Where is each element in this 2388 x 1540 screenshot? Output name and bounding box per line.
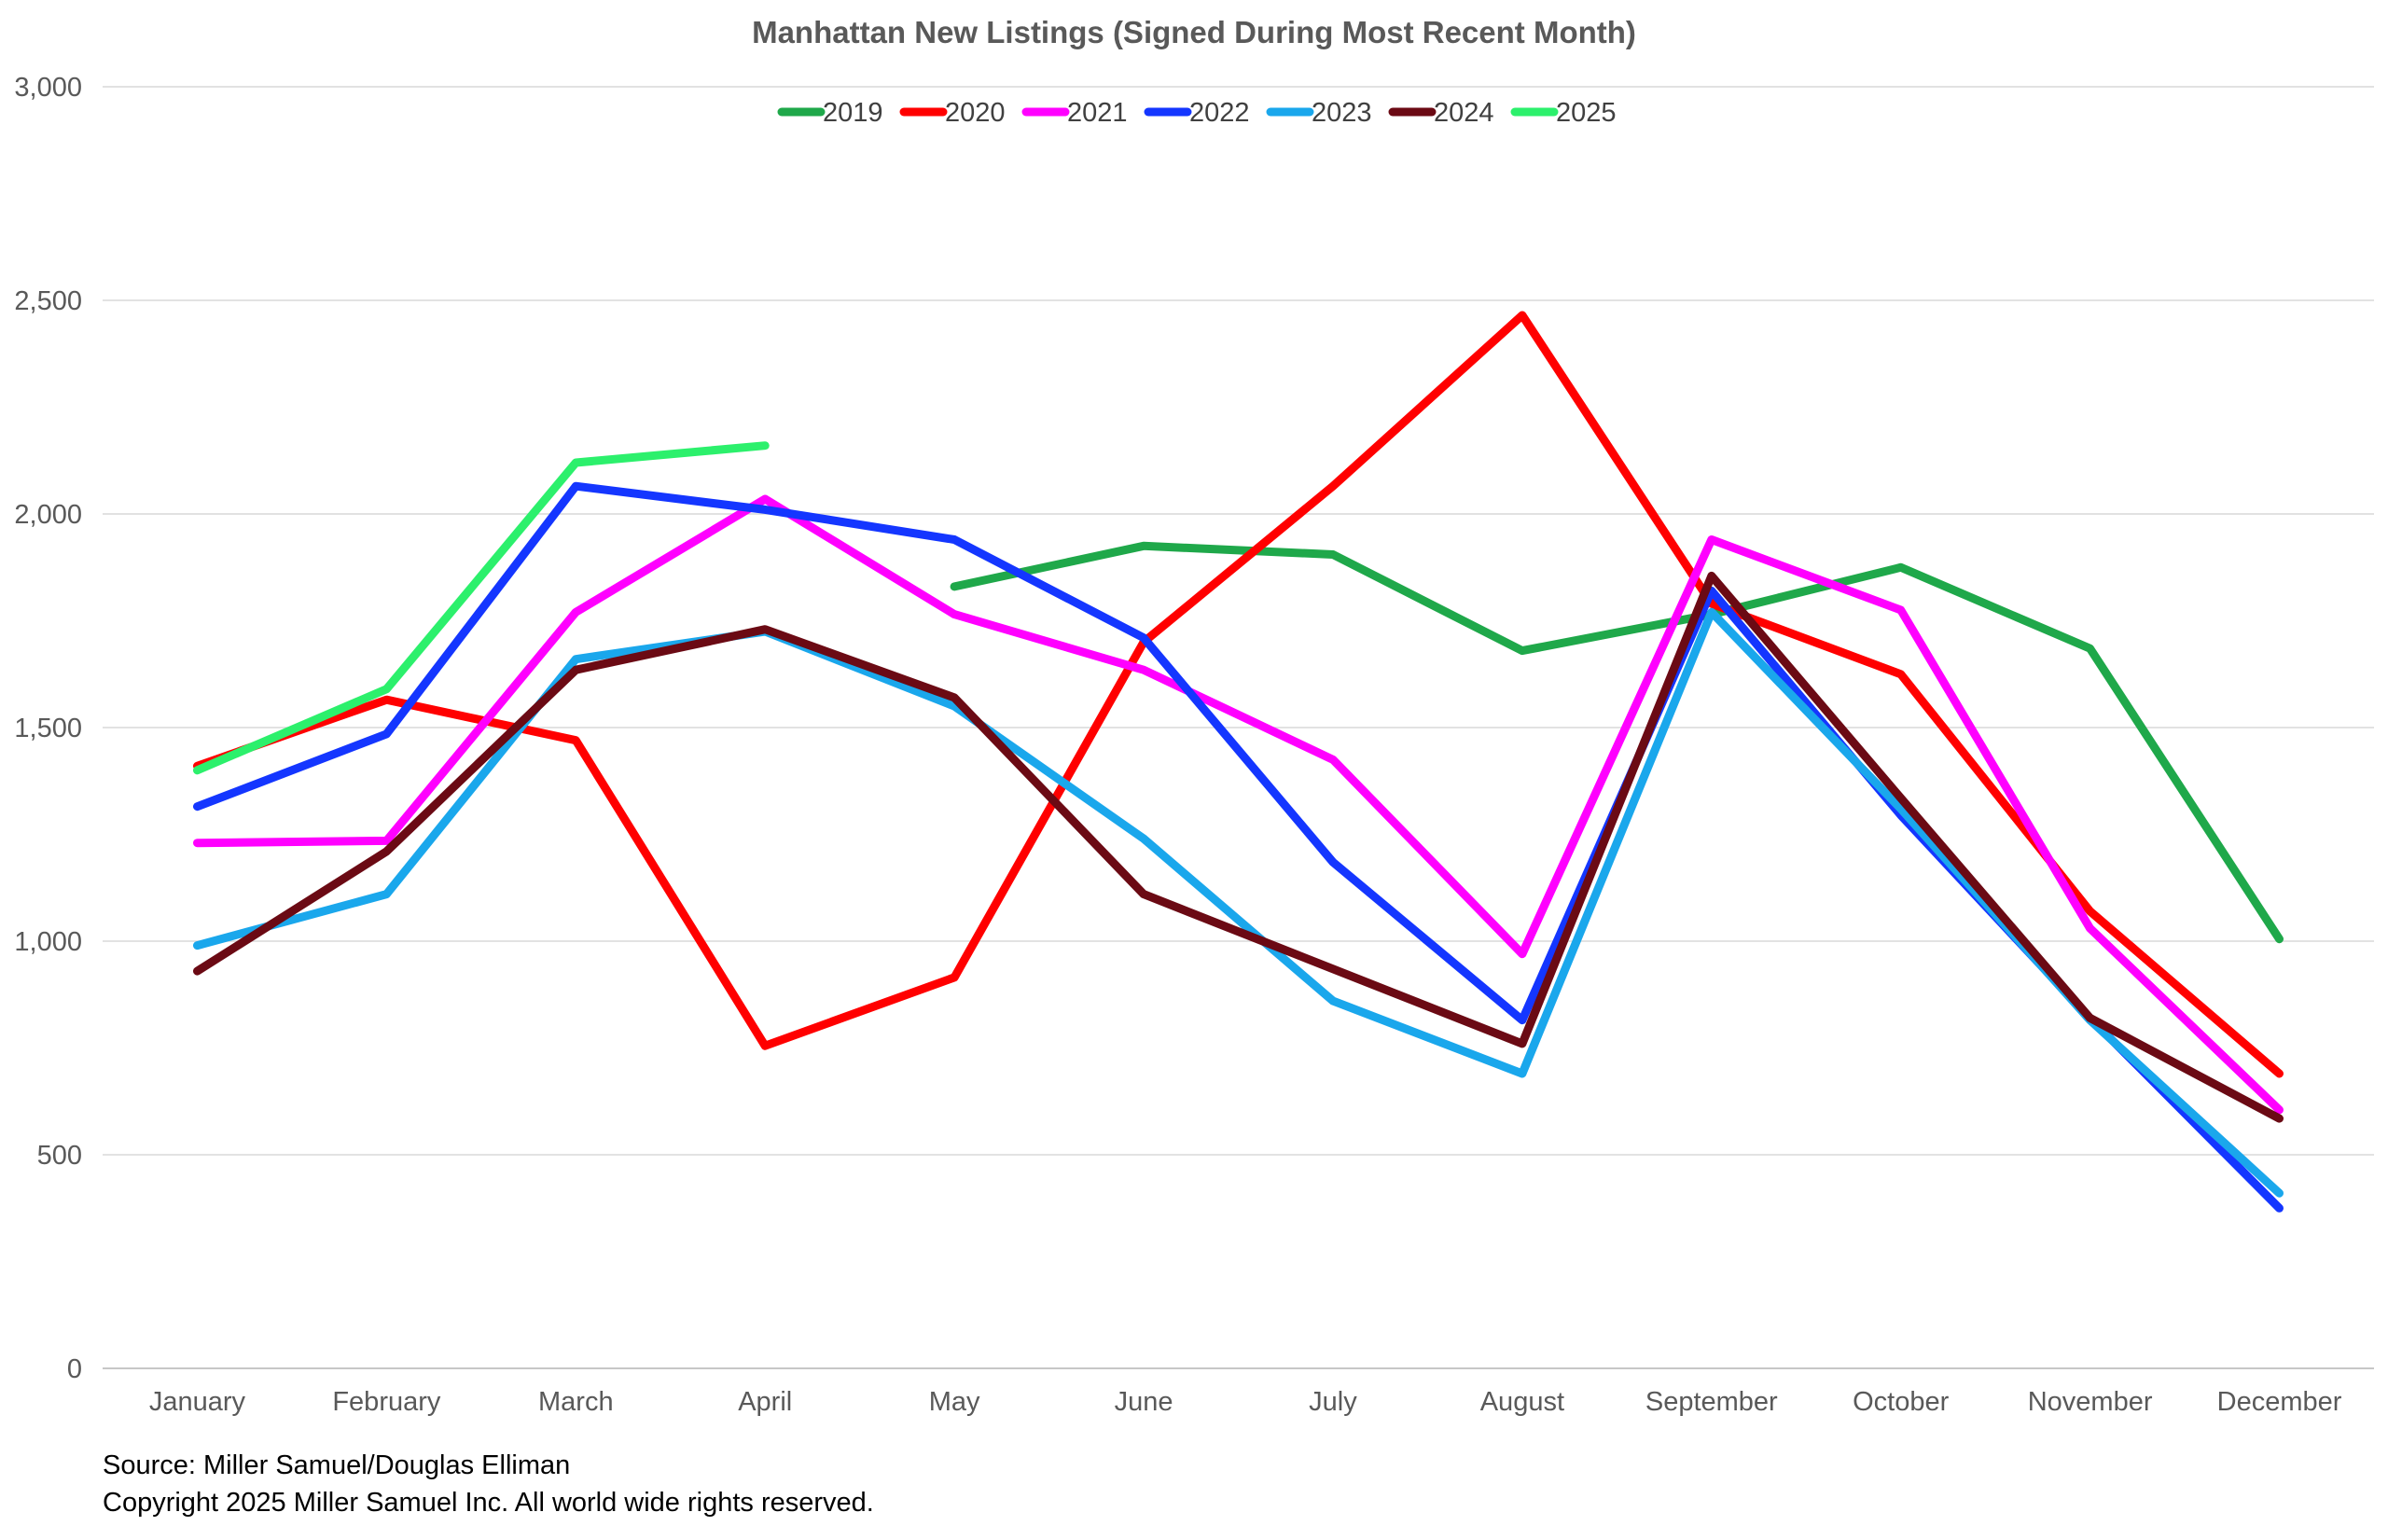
series-line-2020 [193,311,2284,1078]
y-tick-label: 1,000 [14,927,82,957]
series-line-2023 [193,607,2284,1198]
x-tick-label: December [2217,1387,2342,1417]
series-line-2019 [950,541,2284,944]
x-tick-label: October [1853,1387,1949,1417]
copyright-note: Copyright 2025 Miller Samuel Inc. All wo… [103,1488,874,1518]
legend-label-2024: 2024 [1434,98,1494,128]
x-tick-label: September [1645,1387,1778,1417]
legend-label-2021: 2021 [1067,98,1128,128]
x-tick-label: November [2028,1387,2153,1417]
x-tick-label: July [1309,1387,1357,1417]
legend-label-2019: 2019 [823,98,883,128]
x-tick-label: January [149,1387,246,1417]
x-tick-label: August [1480,1387,1564,1417]
series-line-2024 [193,571,2284,1123]
x-tick-label: May [929,1387,980,1417]
series-line-2021 [193,494,2284,1115]
y-tick-label: 500 [37,1141,82,1171]
legend-label-2022: 2022 [1189,98,1250,128]
x-tick-label: March [538,1387,614,1417]
legend-label-2020: 2020 [945,98,1006,128]
x-tick-label: April [738,1387,792,1417]
x-axis-ticks: January February March April May June July Augu… [149,1387,2342,1417]
y-tick-label: 3,000 [14,73,82,103]
gridlines [103,86,2374,1369]
series-lines [193,311,2284,1213]
source-note: Source: Miller Samuel/Douglas Elliman [103,1450,571,1480]
y-tick-label: 2,000 [14,500,82,530]
chart-title: Manhattan New Listings (Signed During Mo… [752,15,1636,49]
y-tick-label: 1,500 [14,714,82,743]
legend: 2019 2020 2021 2022 2023 2024 2025 [777,98,1617,128]
x-tick-label: February [332,1387,441,1417]
legend-label-2023: 2023 [1312,98,1372,128]
series-line-2025 [193,441,770,775]
y-axis-ticks: 0 500 1,000 1,500 2,000 2,500 3,000 [14,73,82,1384]
y-tick-label: 0 [67,1354,82,1384]
x-tick-label: June [1115,1387,1173,1417]
y-tick-label: 2,500 [14,286,82,316]
legend-label-2025: 2025 [1556,98,1617,128]
